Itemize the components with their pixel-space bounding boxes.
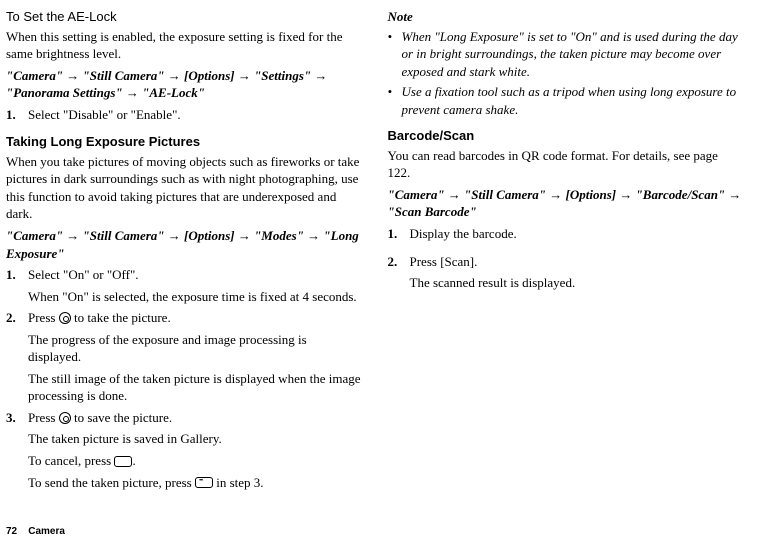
note-bullet-1: • When "Long Exposure" is set to "On" an… (388, 28, 744, 81)
bullet-marker: • (388, 83, 402, 118)
text-pre: Press (28, 410, 59, 425)
center-key-icon (59, 312, 71, 324)
step-number: 2. (388, 253, 410, 271)
aelock-desc: When this setting is enabled, the exposu… (6, 28, 362, 63)
longexp-step3-sub3: To send the taken picture, press in step… (28, 474, 362, 492)
text-post: in step 3. (213, 475, 264, 490)
clear-key-icon (114, 456, 132, 467)
bullet-marker: • (388, 28, 402, 81)
aelock-step-1: 1. Select "Disable" or "Enable". (6, 106, 362, 124)
longexp-title: Taking Long Exposure Pictures (6, 133, 362, 151)
center-key-icon (59, 412, 71, 424)
step-number: 1. (388, 225, 410, 243)
step-text: Press to take the picture. (28, 309, 362, 327)
barcode-step-1: 1. Display the barcode. (388, 225, 744, 243)
page-footer: 72 Camera (6, 525, 65, 539)
longexp-step2-sub1: The progress of the exposure and image p… (28, 331, 362, 366)
text-post: to save the picture. (71, 410, 172, 425)
longexp-path: "Camera" → "Still Camera" → [Options] → … (6, 227, 362, 262)
text-post: to take the picture. (71, 310, 171, 325)
right-column: Note • When "Long Exposure" is set to "O… (388, 8, 744, 495)
step-text: Display the barcode. (410, 225, 744, 243)
step-text: Select "Disable" or "Enable". (28, 106, 362, 124)
page-number: 72 (6, 526, 17, 537)
bullet-text: When "Long Exposure" is set to "On" and … (402, 28, 744, 81)
footer-section: Camera (28, 526, 65, 537)
note-label: Note (388, 8, 744, 26)
text-pre: To send the taken picture, press (28, 475, 195, 490)
aelock-title: To Set the AE-Lock (6, 8, 362, 26)
barcode-step2-sub: The scanned result is displayed. (410, 274, 744, 292)
longexp-step3-sub1: The taken picture is saved in Gallery. (28, 430, 362, 448)
text-pre: Press (28, 310, 59, 325)
bullet-text: Use a fixation tool such as a tripod whe… (402, 83, 744, 118)
step-text: Select "On" or "Off". (28, 266, 362, 284)
longexp-step-1: 1. Select "On" or "Off". (6, 266, 362, 284)
left-column: To Set the AE-Lock When this setting is … (6, 8, 362, 495)
longexp-step-3: 3. Press to save the picture. (6, 409, 362, 427)
text-pre: To cancel, press (28, 453, 114, 468)
longexp-step1-sub: When "On" is selected, the exposure time… (28, 288, 362, 306)
step-number: 2. (6, 309, 28, 327)
text-post: . (132, 453, 135, 468)
aelock-path: "Camera" → "Still Camera" → [Options] → … (6, 67, 362, 102)
step-text: Press to save the picture. (28, 409, 362, 427)
step-number: 1. (6, 266, 28, 284)
barcode-path: "Camera" → "Still Camera" → [Options] → … (388, 186, 744, 221)
longexp-step3-sub2: To cancel, press . (28, 452, 362, 470)
step-text: Press [Scan]. (410, 253, 744, 271)
note-bullet-2: • Use a fixation tool such as a tripod w… (388, 83, 744, 118)
step-number: 1. (6, 106, 28, 124)
barcode-desc: You can read barcodes in QR code format.… (388, 147, 744, 182)
longexp-desc: When you take pictures of moving objects… (6, 153, 362, 223)
longexp-step-2: 2. Press to take the picture. (6, 309, 362, 327)
barcode-step-2: 2. Press [Scan]. (388, 253, 744, 271)
step-number: 3. (6, 409, 28, 427)
longexp-step2-sub2: The still image of the taken picture is … (28, 370, 362, 405)
barcode-title: Barcode/Scan (388, 127, 744, 145)
softkey-icon (195, 477, 213, 488)
